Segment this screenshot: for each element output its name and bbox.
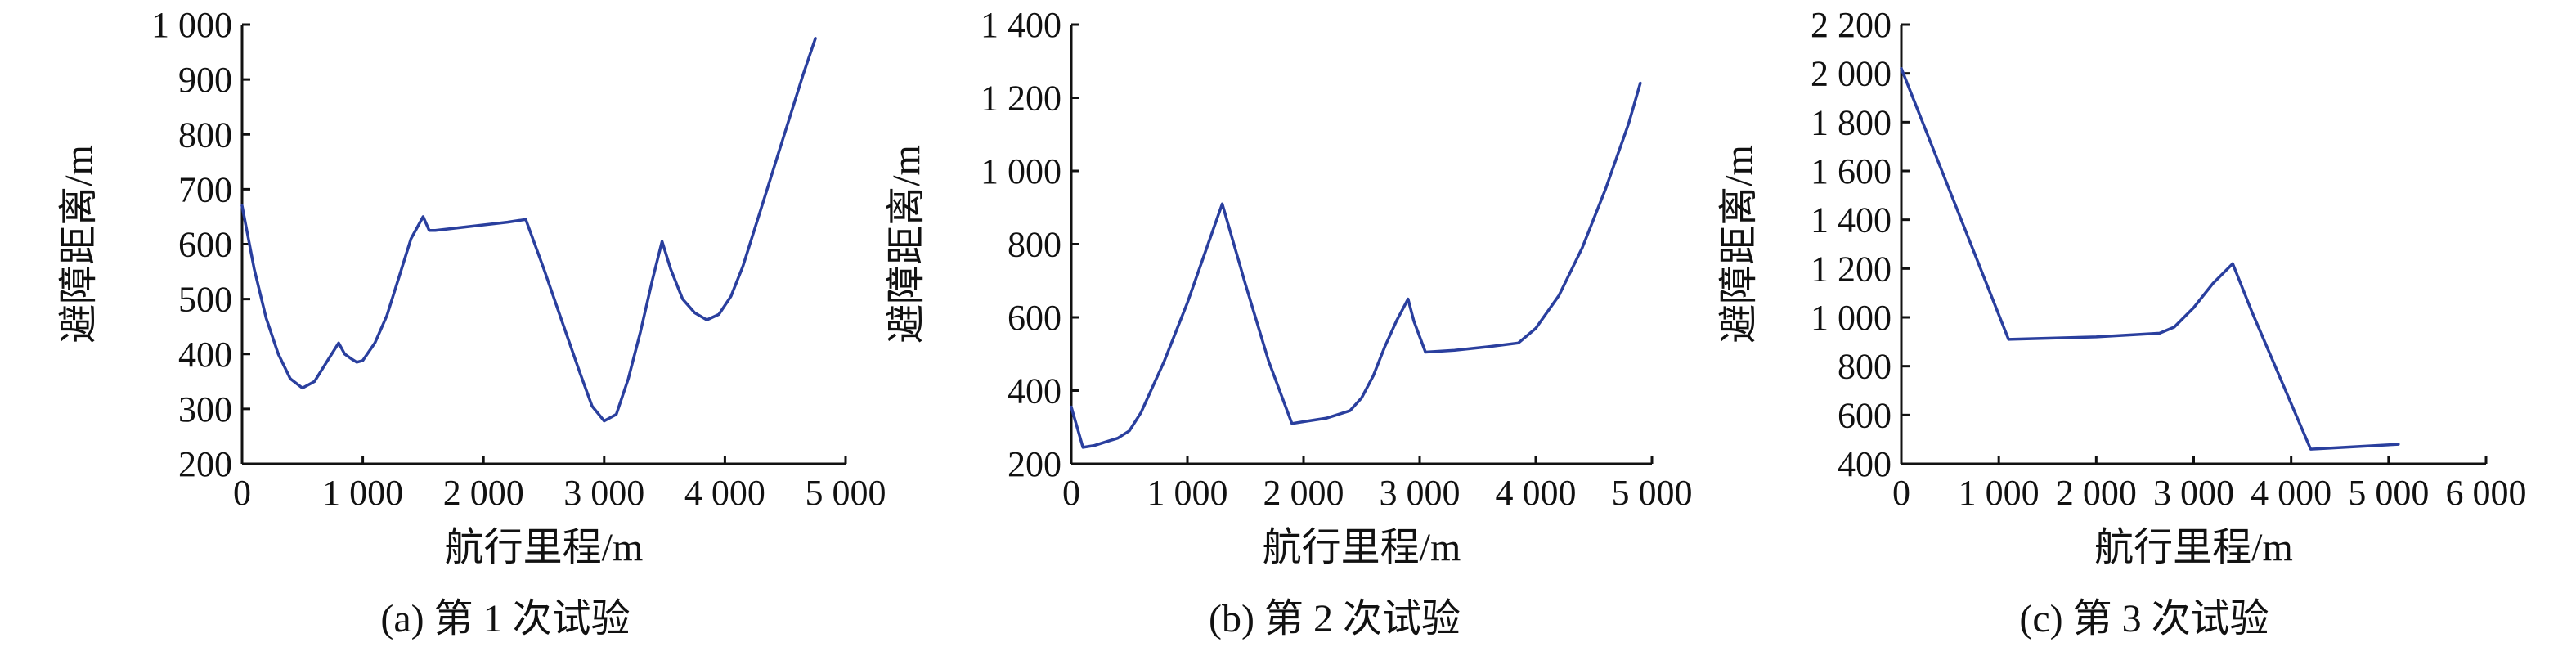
panel-caption: (a) 第 1 次试验 [380,597,630,640]
y-tick-label: 400 [1838,444,1892,484]
panel-c: 400 600 800 1 000 1 200 1 400 1 600 1 800 2 000 2… [1717,5,2527,640]
y-axis-title: 避障距离/m [885,145,928,344]
y-tick-label: 800 [1838,347,1892,387]
panel-b: 200 400 600 800 1 000 1 200 1 400 0 1 000 2 000 3 … [885,5,1693,640]
x-tick-label: 3 000 [563,473,644,513]
x-axis-title: 航行里程/m [1263,526,1461,569]
y-tick-label: 700 [178,169,232,209]
y-tick-label: 2 000 [1811,54,1892,94]
y-tick-label: 900 [178,60,232,100]
panel-caption: (c) 第 3 次试验 [2019,597,2269,640]
x-tick-label: 2 000 [2056,473,2137,513]
x-tick-label: 4 000 [1496,473,1577,513]
panel-caption: (b) 第 2 次试验 [1209,597,1461,640]
y-tick-label: 200 [1008,444,1061,484]
y-tick-label: 2 200 [1811,5,1892,45]
y-tick-label: 800 [178,115,232,155]
y-tick-label: 300 [178,389,232,429]
x-tick-label: 2 000 [443,473,524,513]
y-axis-title: 避障距离/m [57,145,101,344]
y-tick-label: 500 [178,280,232,320]
y-tick-label: 400 [178,335,232,375]
panel-a: 200 300 400 500 600 700 800 900 1 000 0 1 000 2 000… [57,5,886,640]
y-tick-label: 1 600 [1811,151,1892,191]
x-tick-label: 4 000 [2251,473,2331,513]
y-tick-label: 1 200 [1811,249,1892,289]
y-axis-title: 避障距离/m [1717,145,1761,344]
x-tick-label: 3 000 [2153,473,2234,513]
y-tick-label: 1 400 [981,5,1061,45]
x-tick-label: 6 000 [2446,473,2527,513]
x-tick-label: 4 000 [684,473,765,513]
y-tick-label: 1 800 [1811,102,1892,142]
x-tick-label: 0 [1062,473,1080,513]
x-tick-label: 5 000 [1612,473,1693,513]
y-tick-label: 1 200 [981,79,1061,119]
y-tick-label: 1 000 [151,5,232,45]
x-axis-title: 航行里程/m [445,526,644,569]
x-tick-label: 5 000 [2348,473,2429,513]
x-tick-label: 3 000 [1380,473,1461,513]
x-axis-title: 航行里程/m [2094,526,2293,569]
x-tick-label: 1 000 [1959,473,2040,513]
x-tick-label: 0 [1892,473,1910,513]
y-tick-label: 600 [178,225,232,265]
y-tick-label: 1 400 [1811,200,1892,240]
x-tick-label: 1 000 [1147,473,1228,513]
series-line [240,37,817,423]
y-tick-label: 400 [1008,371,1061,411]
y-tick-label: 600 [1838,395,1892,435]
x-tick-label: 1 000 [322,473,403,513]
x-tick-label: 0 [233,473,251,513]
series-line [1070,81,1642,449]
x-tick-label: 2 000 [1263,473,1344,513]
y-tick-label: 1 000 [981,151,1061,191]
y-tick-label: 800 [1008,225,1061,265]
y-tick-label: 1 000 [1811,298,1892,338]
x-tick-label: 5 000 [806,473,886,513]
y-tick-label: 600 [1008,298,1061,338]
y-tick-label: 200 [178,444,232,484]
series-line [1900,66,2400,451]
